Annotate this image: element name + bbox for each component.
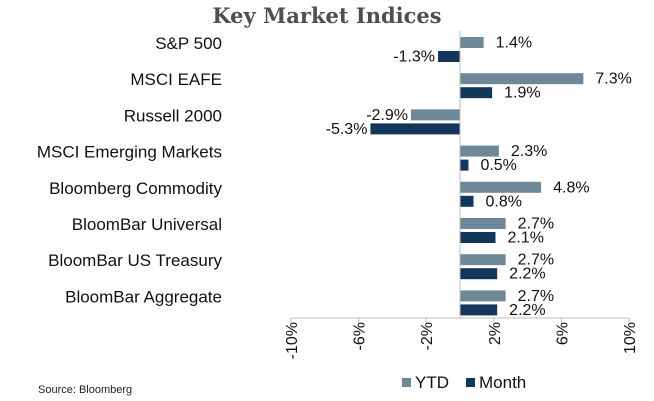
bar-ytd bbox=[460, 73, 584, 85]
x-tick-label: -10% bbox=[284, 322, 301, 359]
bar-month bbox=[460, 87, 493, 99]
bar-ytd bbox=[460, 254, 506, 266]
data-label: 0.8% bbox=[486, 193, 522, 210]
category-label: BloomBar Universal bbox=[72, 215, 222, 234]
data-label: 1.9% bbox=[504, 85, 540, 102]
legend-swatch-ytd bbox=[402, 378, 411, 387]
data-label: 2.7% bbox=[518, 288, 554, 305]
data-label: -5.3% bbox=[326, 121, 368, 138]
bar-ytd bbox=[460, 37, 484, 48]
category-label: BloomBar Aggregate bbox=[65, 287, 222, 306]
bar-month bbox=[370, 123, 460, 135]
legend-swatch-month bbox=[466, 378, 475, 387]
chart-title: Key Market Indices bbox=[212, 3, 442, 28]
source-note: Source: Bloomberg bbox=[38, 384, 133, 396]
category-label: Russell 2000 bbox=[124, 106, 222, 125]
bar-month bbox=[460, 195, 474, 207]
bar-month bbox=[460, 304, 498, 316]
bar-ytd bbox=[460, 290, 506, 302]
legend-label: Month bbox=[479, 373, 526, 392]
data-label: 2.1% bbox=[507, 230, 543, 247]
bar-month bbox=[460, 159, 469, 171]
data-label: 2.7% bbox=[518, 252, 554, 269]
data-label: 2.7% bbox=[518, 216, 554, 233]
data-label: 4.8% bbox=[553, 179, 589, 196]
x-tick-label: -6% bbox=[352, 322, 369, 350]
bar-month bbox=[460, 268, 498, 280]
x-tick-label: 10% bbox=[622, 322, 639, 354]
bar-ytd bbox=[460, 145, 499, 157]
data-label: 0.5% bbox=[480, 157, 516, 174]
category-label: BloomBar US Treasury bbox=[48, 251, 222, 270]
data-label: 2.3% bbox=[511, 143, 547, 160]
bar-ytd bbox=[410, 109, 460, 121]
category-label: MSCI EAFE bbox=[130, 70, 222, 89]
data-label: 2.2% bbox=[509, 302, 545, 319]
x-tick-label: 2% bbox=[487, 322, 504, 345]
bar-ytd bbox=[460, 218, 506, 229]
legend-label: YTD bbox=[415, 373, 449, 392]
bar-ytd bbox=[460, 181, 542, 193]
data-label: 2.2% bbox=[509, 266, 545, 283]
data-label: 7.3% bbox=[595, 71, 631, 88]
x-tick-label: -2% bbox=[419, 322, 436, 350]
data-label: -2.9% bbox=[366, 107, 408, 124]
data-label: -1.3% bbox=[393, 49, 435, 66]
category-label: S&P 500 bbox=[155, 34, 222, 53]
data-label: 1.4% bbox=[496, 35, 532, 52]
x-tick-label: 6% bbox=[554, 322, 571, 345]
category-label: Bloomberg Commodity bbox=[49, 179, 222, 198]
bar-month bbox=[438, 51, 460, 62]
category-label: MSCI Emerging Markets bbox=[37, 143, 222, 162]
bar-month bbox=[460, 232, 496, 243]
